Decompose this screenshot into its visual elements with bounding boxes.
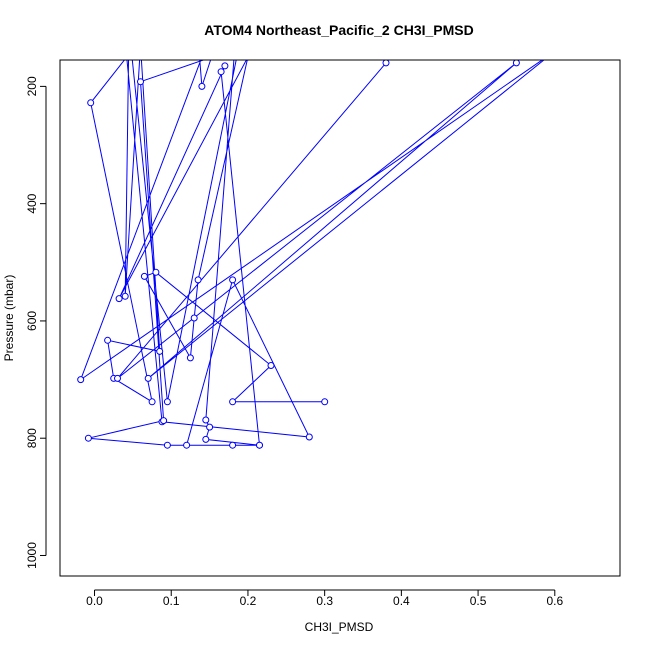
x-tick-label: 0.1: [163, 594, 180, 608]
data-point: [512, 60, 520, 67]
data-point: [137, 78, 144, 86]
y-tick-label: 800: [25, 428, 39, 448]
data-point: [206, 423, 214, 431]
data-point: [183, 441, 191, 449]
data-point: [321, 398, 329, 406]
data-point: [140, 272, 148, 280]
x-axis-label: CH3I_PMSD: [305, 620, 374, 634]
x-tick-label: 0.3: [316, 594, 333, 608]
data-point: [256, 441, 263, 449]
data-point: [114, 374, 121, 382]
data-point: [163, 398, 171, 406]
data-point: [84, 434, 92, 442]
y-tick-label: 600: [25, 311, 39, 331]
data-point: [267, 362, 275, 369]
data-point: [190, 314, 198, 322]
data-point: [163, 441, 171, 449]
data-point: [160, 417, 168, 425]
chart-title: ATOM4 Northeast_Pacific_2 CH3I_PMSD: [204, 22, 473, 38]
x-tick-label: 0.4: [393, 594, 410, 608]
data-point: [217, 68, 225, 76]
data-point: [202, 416, 210, 424]
data-point: [144, 374, 152, 382]
y-tick-label: 400: [25, 193, 39, 213]
x-axis: 0.0 0.1 0.2 0.3 0.4 0.5 0.6: [86, 589, 563, 608]
data-point: [121, 292, 129, 300]
data-point: [229, 441, 237, 449]
data-point: [305, 433, 313, 441]
x-tick-label: 0.2: [240, 594, 257, 608]
data-point: [194, 276, 202, 284]
data-point: [221, 62, 229, 70]
data-point: [382, 60, 390, 67]
y-axis-label: Pressure (mbar): [2, 275, 16, 362]
plot-frame: [59, 59, 621, 577]
data-point: [198, 82, 206, 90]
data-point: [156, 347, 164, 355]
x-tick-label: 0.6: [546, 594, 563, 608]
data-point: [186, 354, 194, 362]
series-line: [79, 60, 545, 446]
y-axis: 200 400 600 800 1000: [25, 76, 47, 569]
x-tick-label: 0.5: [470, 594, 487, 608]
data-point: [115, 295, 123, 303]
y-tick-label: 1000: [25, 542, 39, 569]
data-point: [77, 376, 85, 384]
data-point: [202, 435, 210, 443]
y-tick-label: 200: [25, 76, 39, 96]
x-tick-label: 0.0: [86, 594, 103, 608]
data-point: [152, 268, 160, 276]
data-point: [87, 99, 95, 107]
data-point: [229, 276, 237, 284]
data-point: [229, 398, 237, 406]
data-point: [148, 398, 156, 406]
data-series: [77, 60, 545, 449]
data-point: [104, 336, 112, 344]
